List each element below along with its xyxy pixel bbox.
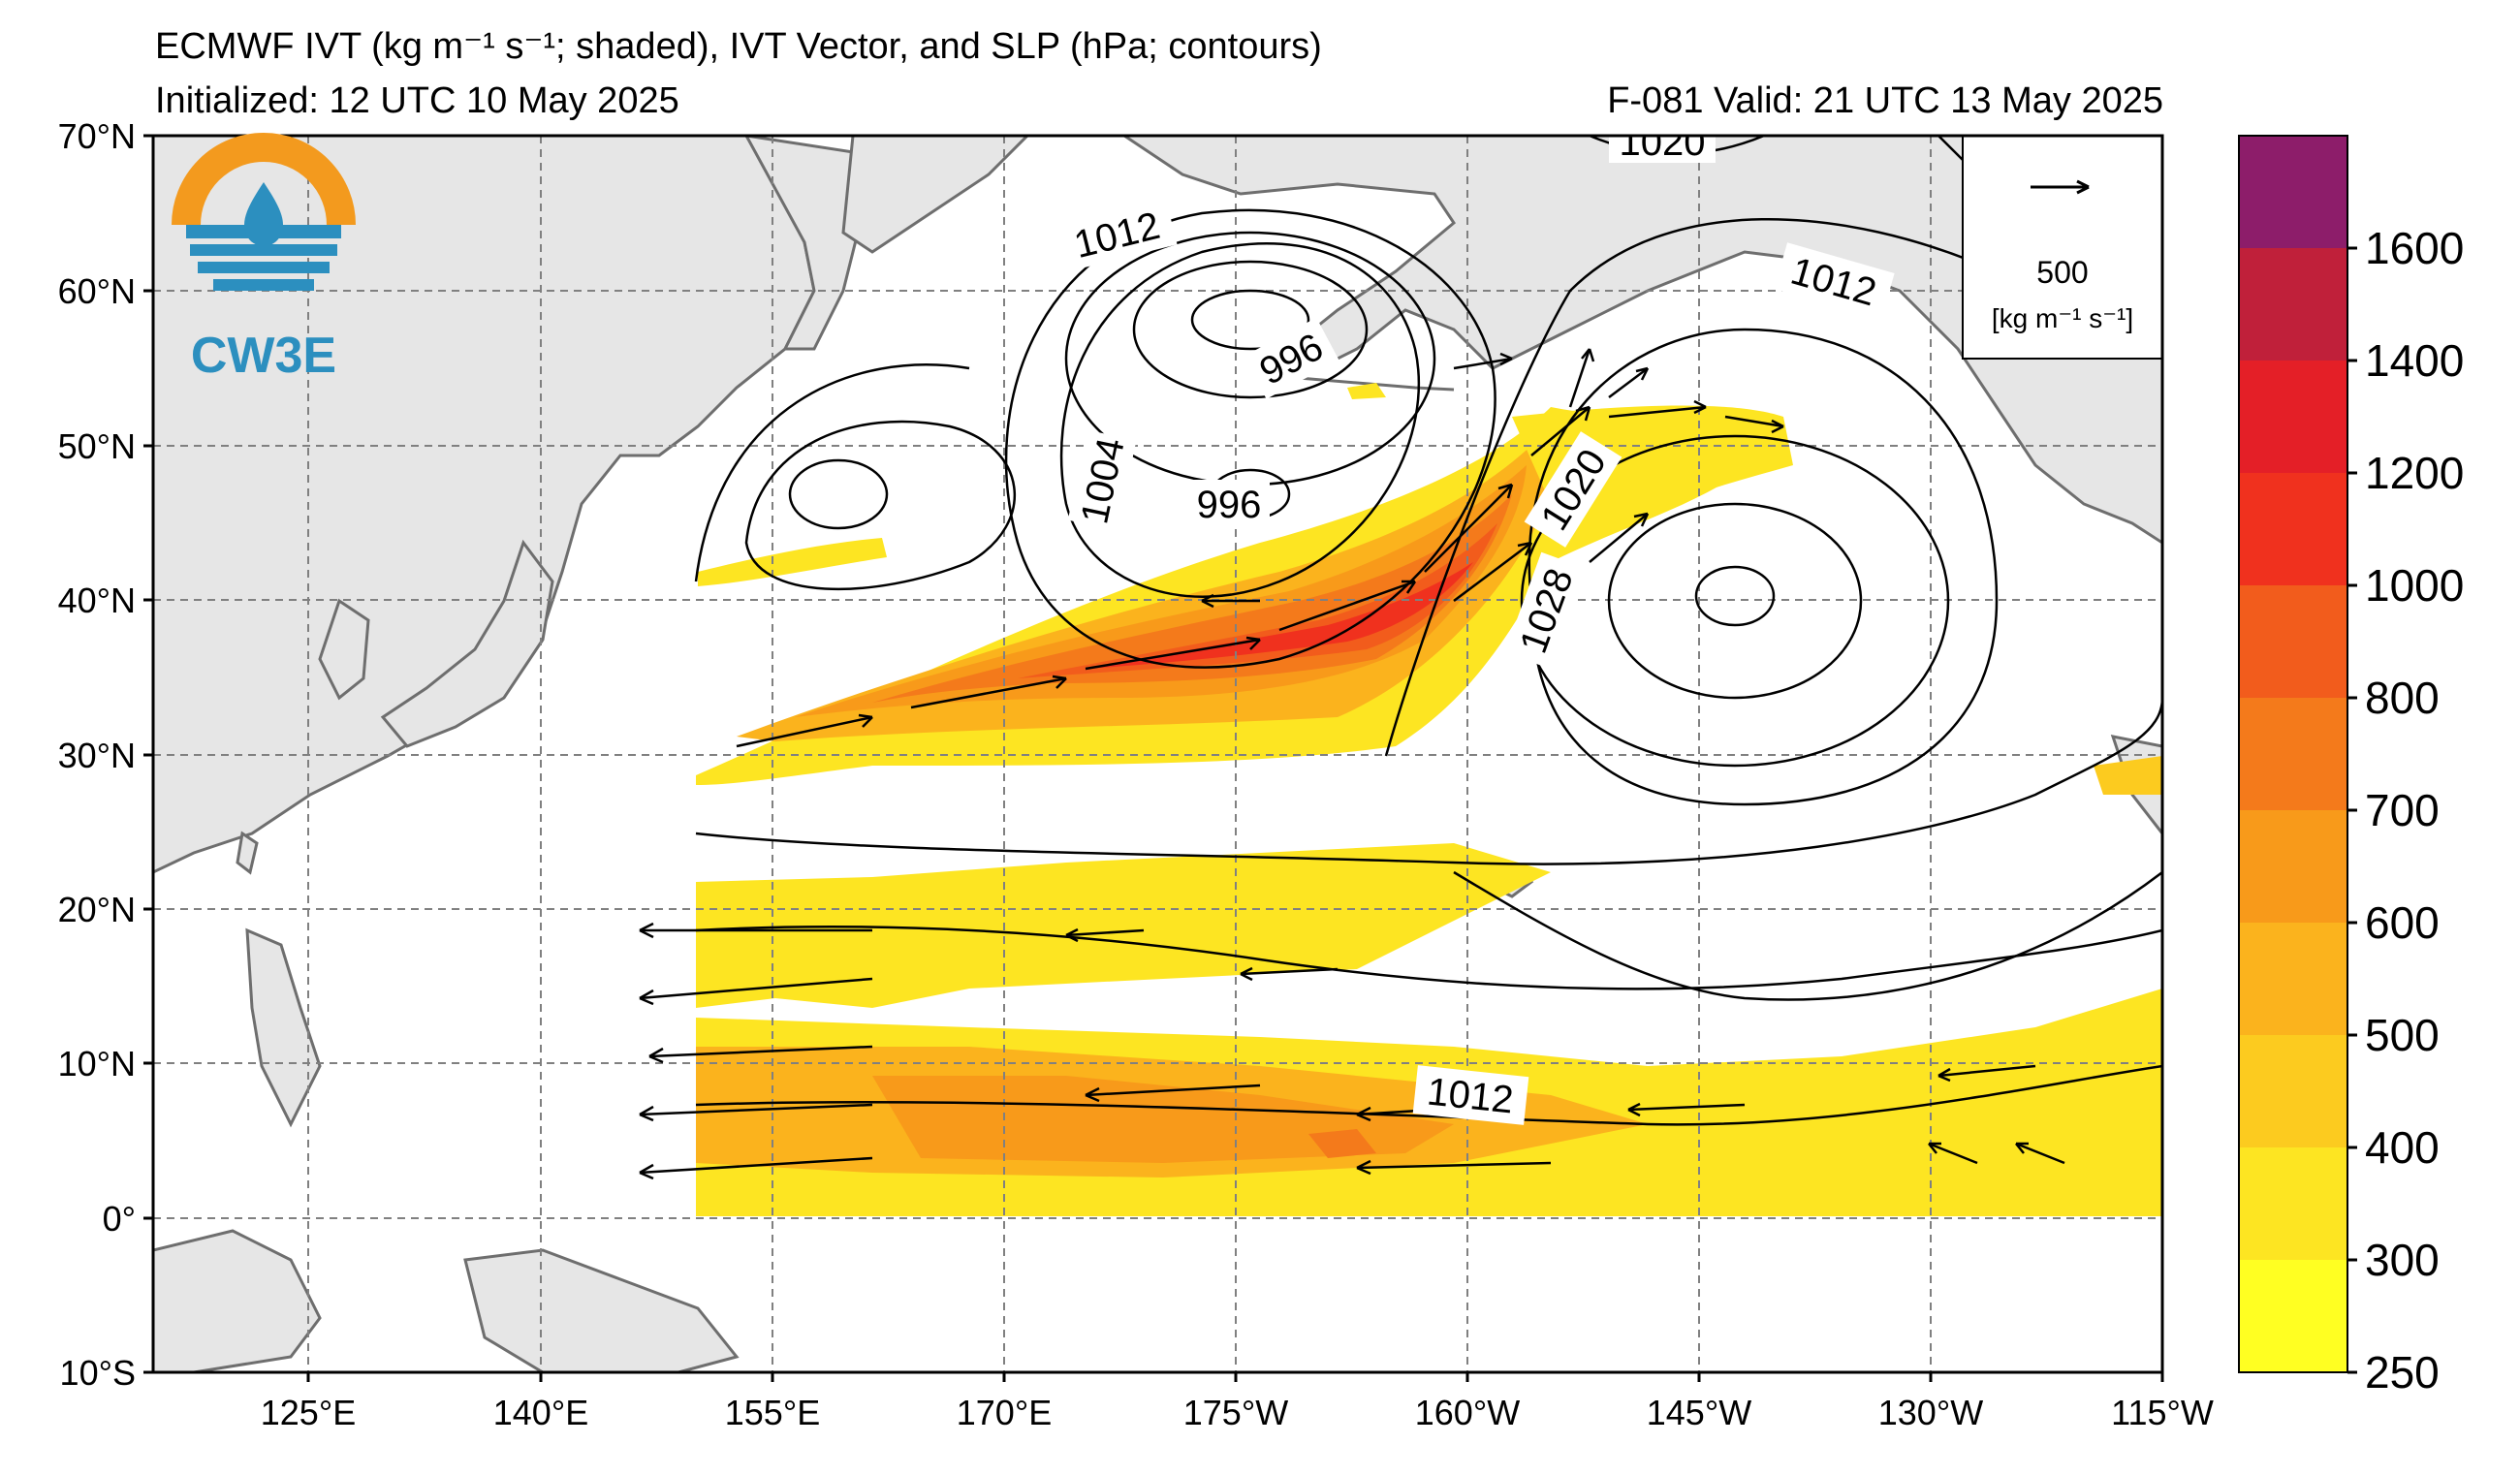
latitude-labels: 70°N 60°N 50°N 40°N 30°N 20°N 10°N 0° 10… xyxy=(58,116,136,1393)
initialized-time: Initialized: 12 UTC 10 May 2025 xyxy=(155,80,679,121)
colorbar-labels: 250 300 400 500 600 700 800 1000 1200 14… xyxy=(2365,223,2464,1397)
ivt-vectors xyxy=(639,348,2065,1180)
longitude-labels: 125°E 140°E 155°E 170°E 175°W 160°W 145°… xyxy=(261,1393,2214,1432)
colorbar-bin xyxy=(2239,810,2347,923)
logo-text: CW3E xyxy=(191,328,336,384)
vector-key-units: [kg m⁻¹ s⁻¹] xyxy=(1992,303,2133,333)
colorbar-label: 250 xyxy=(2365,1347,2440,1397)
colorbar-bin xyxy=(2239,1147,2347,1260)
colorbar-bin xyxy=(2239,248,2347,361)
lat-label: 30°N xyxy=(58,736,136,775)
colorbar-bin xyxy=(2239,473,2347,585)
lat-label: 70°N xyxy=(58,116,136,156)
lon-label: 130°W xyxy=(1878,1393,1983,1432)
slp-contours xyxy=(694,136,2162,1126)
lat-label: 50°N xyxy=(58,426,136,466)
contour-label: 1012 xyxy=(1425,1070,1515,1121)
colorbar-label: 1600 xyxy=(2365,223,2464,273)
colorbar-bin xyxy=(2239,361,2347,473)
colorbar-label: 500 xyxy=(2365,1010,2440,1060)
cw3e-logo: CW3E xyxy=(172,133,356,384)
colorbar-label: 800 xyxy=(2365,673,2440,723)
lon-label: 125°E xyxy=(261,1393,356,1432)
colorbar: 250 300 400 500 600 700 800 1000 1200 14… xyxy=(2238,135,2464,1397)
colorbar-label: 1000 xyxy=(2365,560,2464,611)
colorbar-bin xyxy=(2239,585,2347,698)
lon-label: 115°W xyxy=(2111,1393,2214,1432)
colorbar-bin xyxy=(2239,923,2347,1035)
colorbar-label: 600 xyxy=(2365,897,2440,948)
colorbar-label: 300 xyxy=(2365,1235,2440,1285)
lat-label: 20°N xyxy=(58,890,136,929)
colorbar-bin xyxy=(2239,1035,2347,1147)
lon-label: 175°W xyxy=(1183,1393,1288,1432)
lat-label: 10°S xyxy=(60,1353,136,1393)
chart-title: ECMWF IVT (kg m⁻¹ s⁻¹; shaded), IVT Vect… xyxy=(155,26,1322,67)
contour-label: 996 xyxy=(1197,484,1262,526)
lat-label: 60°N xyxy=(58,271,136,311)
map-area: 1012 996 996 1004 1020 1012 1020 1028 10… xyxy=(153,121,2162,1372)
colorbar-bin xyxy=(2239,1260,2347,1372)
lon-label: 140°E xyxy=(493,1393,588,1432)
contour-label: 1020 xyxy=(1620,121,1706,164)
lon-label: 160°W xyxy=(1415,1393,1520,1432)
colorbar-label: 1400 xyxy=(2365,335,2464,386)
valid-time: F-081 Valid: 21 UTC 13 May 2025 xyxy=(1607,80,2163,121)
colorbar-label: 400 xyxy=(2365,1122,2440,1173)
colorbar-bin xyxy=(2239,698,2347,810)
graticule xyxy=(153,136,2162,1372)
vector-key: 500 [kg m⁻¹ s⁻¹] xyxy=(1962,136,2162,360)
colorbar-label: 1200 xyxy=(2365,448,2464,498)
colorbar-label: 700 xyxy=(2365,785,2440,835)
lon-label: 145°W xyxy=(1647,1393,1751,1432)
lat-label: 0° xyxy=(103,1199,136,1239)
colorbar-bin xyxy=(2239,136,2347,248)
lat-label: 40°N xyxy=(58,581,136,620)
lon-label: 170°E xyxy=(957,1393,1052,1432)
axis-ticks xyxy=(143,134,2164,1382)
lat-label: 10°N xyxy=(58,1044,136,1083)
vector-key-value: 500 xyxy=(2036,255,2088,290)
contour-labels: 1012 996 996 1004 1020 1012 1020 1028 10… xyxy=(1056,121,1895,1125)
lon-label: 155°E xyxy=(725,1393,820,1432)
